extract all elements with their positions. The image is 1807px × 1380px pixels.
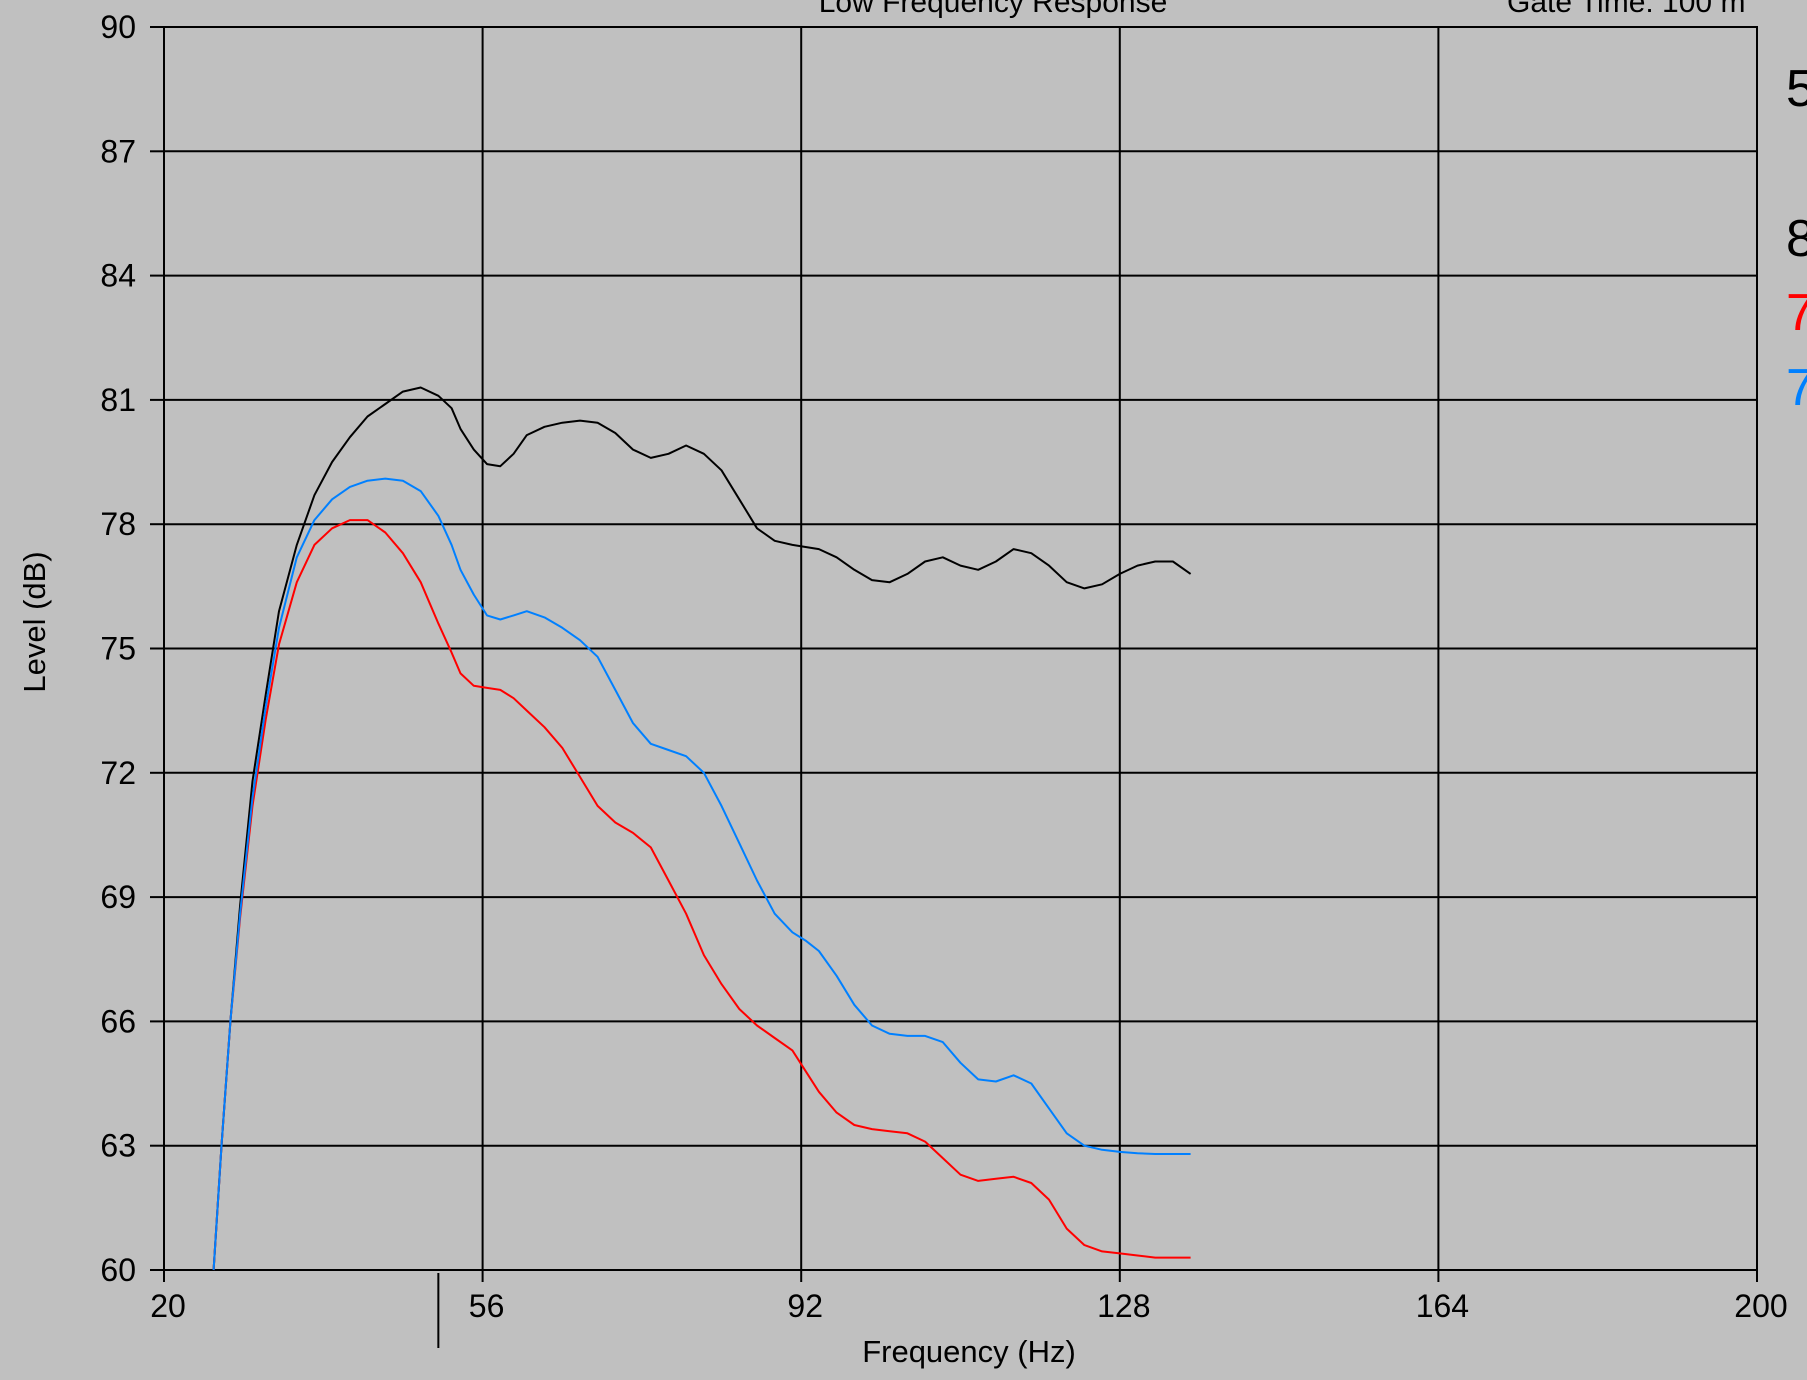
x-axis-label: Frequency (Hz) <box>862 1334 1076 1369</box>
y-tick-label: 78 <box>100 506 136 542</box>
y-tick-label: 69 <box>100 879 136 915</box>
series-line-2 <box>212 519 1191 1271</box>
legend-entry: 7 <box>1786 284 1807 342</box>
gate-time-label: Gate Time: 100 m <box>1507 0 1745 19</box>
x-tick-label: 92 <box>787 1288 823 1324</box>
x-axis: 20 56 92 128 164 200 <box>150 1270 1788 1324</box>
y-tick-label: 81 <box>100 382 136 418</box>
series-line-3 <box>212 477 1191 1271</box>
x-tick-label: 200 <box>1734 1288 1787 1324</box>
x-tick-label: 128 <box>1097 1288 1150 1324</box>
y-tick-label: 72 <box>100 755 136 791</box>
y-tick-label: 84 <box>100 258 136 294</box>
legend-entry: 8 <box>1786 210 1807 268</box>
legend-entry: 7 <box>1786 359 1807 417</box>
series-lines <box>212 386 1192 1271</box>
y-axis: 60 63 66 69 72 75 78 81 84 87 90 <box>100 9 164 1288</box>
x-tick-label: 56 <box>469 1288 505 1324</box>
y-tick-label: 90 <box>100 9 136 45</box>
y-tick-label: 63 <box>100 1128 136 1164</box>
series-line-1 <box>212 386 1192 1271</box>
x-tick-label: 164 <box>1416 1288 1469 1324</box>
y-tick-label: 87 <box>100 133 136 169</box>
legend: 5 8 7 7 <box>1786 60 1807 417</box>
x-tick-label: 20 <box>150 1288 186 1324</box>
y-tick-label: 60 <box>100 1252 136 1288</box>
y-axis-label: Level (dB) <box>17 551 52 692</box>
y-tick-label: 75 <box>100 631 136 667</box>
y-tick-label: 66 <box>100 1003 136 1039</box>
legend-entry: 5 <box>1786 60 1807 118</box>
chart-title: Low Frequency Response <box>819 0 1168 19</box>
